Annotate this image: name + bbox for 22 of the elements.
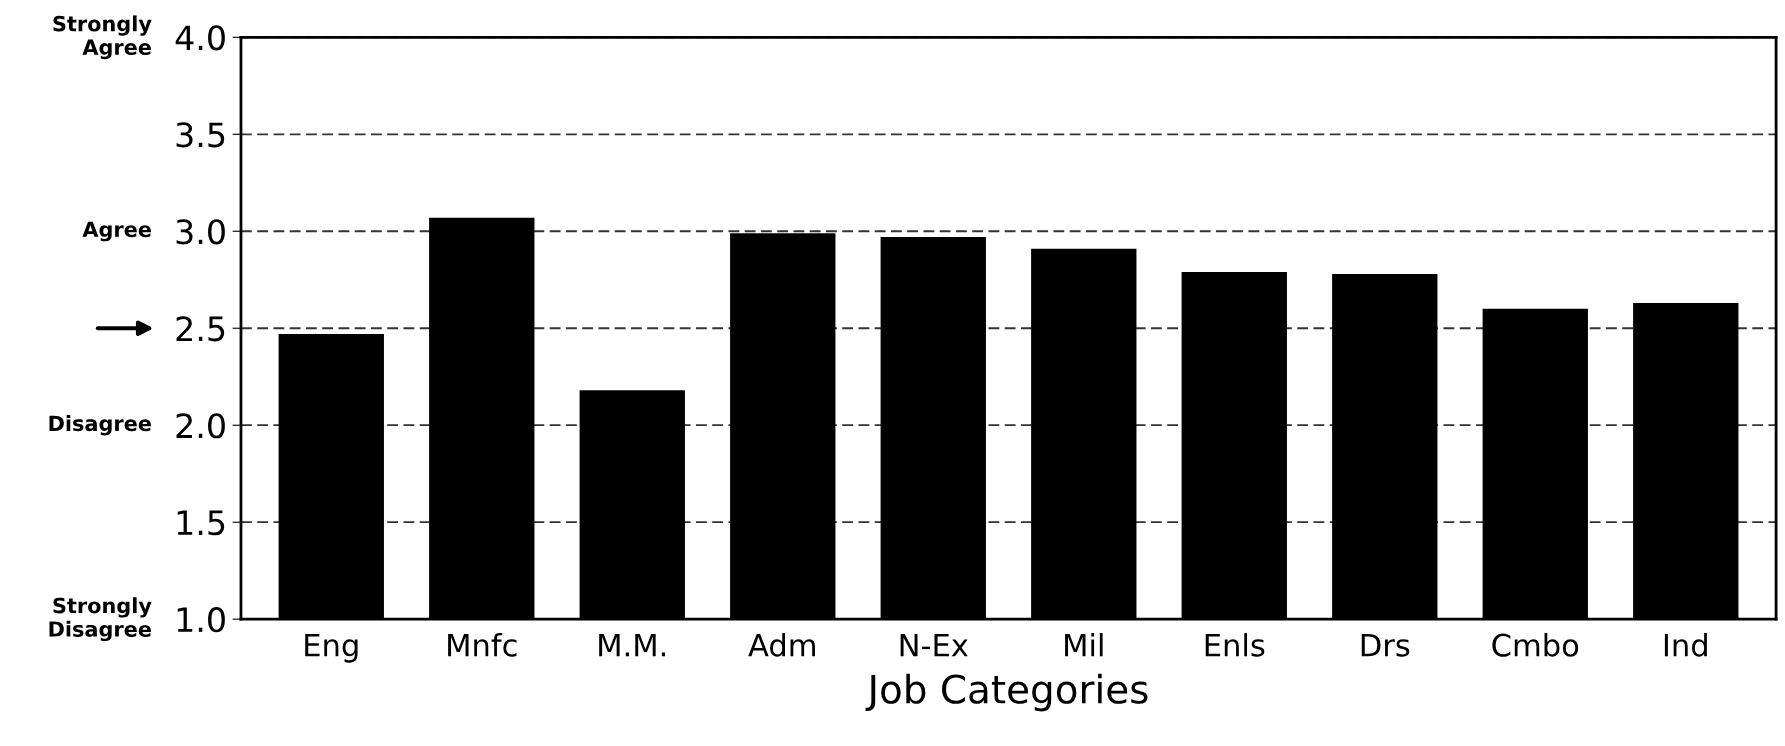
- x-tick-label: Cmbo: [1492, 633, 1579, 657]
- y-tick-label: 1.0: [177, 607, 225, 633]
- x-tick-label: Adm: [748, 633, 815, 657]
- y-tick-label: 1.5: [177, 510, 225, 536]
- text: Strongly Disagree: [49, 597, 152, 642]
- x-tick-label: Eng: [305, 634, 358, 663]
- y-tick-label: 3.5: [176, 122, 225, 148]
- x-tick-label: Enls: [1205, 633, 1265, 657]
- y-tick-label: 2.5: [176, 316, 225, 342]
- text: Strongly Agree: [53, 15, 152, 60]
- x-axis-title: Job Categories: [865, 673, 1148, 712]
- x-tick-label: Mil: [1065, 633, 1103, 657]
- x-tick-label: M.M.: [599, 634, 666, 657]
- x-tick-label: N-Ex: [900, 634, 968, 657]
- x-tick-label: Drs: [1361, 634, 1410, 657]
- text: Agree: [82, 221, 151, 242]
- y-tick-label: 3.0: [176, 219, 225, 245]
- y-tick-label: 4.0: [175, 25, 225, 51]
- x-tick-label: Ind: [1664, 633, 1707, 657]
- x-tick-label: Mnfc: [448, 633, 517, 657]
- y-tick-label: 2.0: [176, 413, 225, 439]
- text: Disagree: [49, 415, 151, 436]
